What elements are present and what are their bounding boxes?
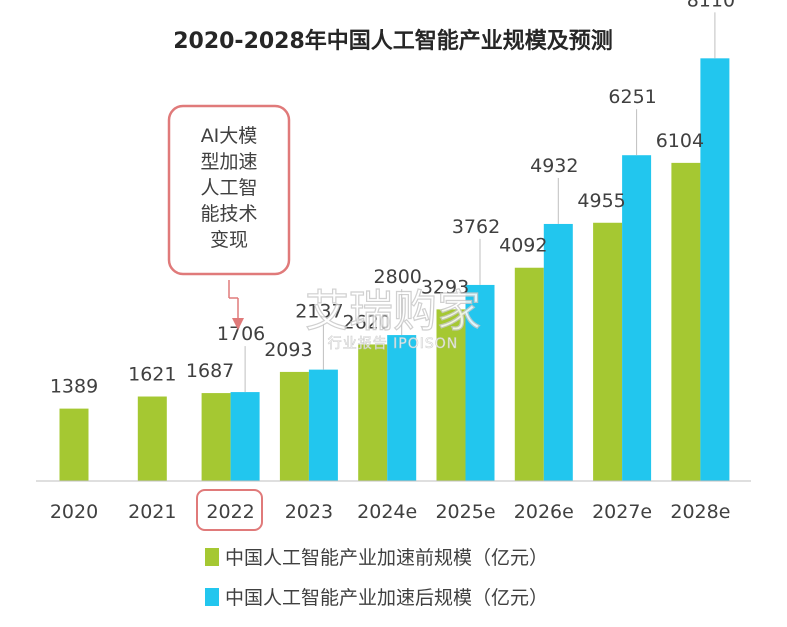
bar-after-2027e: [622, 155, 652, 481]
legend-swatch-1: [205, 548, 219, 566]
annotation-line-5: 变现: [210, 229, 248, 251]
bar-before-2027e: [593, 222, 623, 481]
watermark-main: 艾瑞购家: [305, 286, 481, 337]
bar-before-2026e: [514, 267, 544, 481]
value-label-after-2022: 1706: [217, 323, 265, 345]
bar-after-2024e: [387, 335, 417, 481]
x-tick-2025e: 2025e: [435, 501, 495, 523]
bar-before-2024e: [358, 344, 388, 481]
value-label-after-2026e: 4932: [530, 155, 578, 177]
chart-title: 2020-2028年中国人工智能产业规模及预测: [173, 28, 613, 54]
x-tick-2023: 2023: [285, 501, 333, 523]
legend: 中国人工智能产业加速前规模（亿元） 中国人工智能产业加速后规模（亿元）: [205, 547, 548, 609]
legend-swatch-2: [205, 588, 219, 606]
value-label-before-2021: 1621: [128, 364, 176, 386]
value-label-before-2025e: 3293: [421, 276, 469, 298]
value-label-before-2020: 1389: [50, 376, 98, 398]
value-label-after-2024e: 2800: [374, 266, 422, 288]
bar-before-2028e: [671, 162, 701, 481]
bar-after-2022: [230, 392, 260, 481]
x-tick-2022: 2022: [206, 501, 254, 523]
x-tick-2028e: 2028e: [670, 501, 730, 523]
value-label-before-2023: 2093: [264, 339, 312, 361]
value-label-before-2027e: 4955: [577, 190, 625, 212]
highlight-box-2022: [196, 489, 263, 531]
value-label-after-2028e: 8110: [687, 0, 735, 11]
x-tick-2020: 2020: [50, 501, 98, 523]
x-tick-2024e: 2024e: [357, 501, 417, 523]
annotation-line-2: 型加速: [200, 151, 257, 173]
bar-before-2021: [137, 396, 167, 481]
value-label-before-2026e: 4092: [499, 235, 547, 257]
annotation-line-1: AI大模: [201, 125, 258, 147]
bars-group: [59, 58, 730, 482]
bar-before-2025e: [436, 309, 466, 481]
annotation-arrow-head: [232, 318, 244, 330]
legend-label-2: 中国人工智能产业加速后规模（亿元）: [225, 587, 548, 609]
leader-lines-group: [244, 12, 716, 393]
x-tick-2027e: 2027e: [592, 501, 652, 523]
bar-before-2020: [59, 408, 89, 481]
value-label-before-2022: 1687: [186, 360, 234, 382]
legend-label-1: 中国人工智能产业加速前规模（亿元）: [225, 547, 548, 569]
value-labels-group: 1389 1621 1706 1687 2137 2093 2800 2620 3762 3293…: [50, 0, 735, 398]
bar-after-2028e: [700, 58, 730, 482]
watermark-sub: 行业报告 IPOISON: [328, 336, 459, 352]
bar-before-2022: [201, 393, 231, 481]
value-label-before-2024e: 2620: [343, 311, 391, 333]
x-tick-2026e: 2026e: [514, 501, 574, 523]
bar-before-2023: [279, 371, 309, 481]
bar-after-2026e: [543, 223, 573, 482]
annotation-box: [167, 104, 291, 276]
bar-after-2023: [308, 369, 338, 481]
x-tick-2021: 2021: [128, 501, 176, 523]
x-tick-labels-group: 2020 2021 2022 2023 2024e 2025e 2026e 2027e 2028…: [50, 501, 731, 523]
value-label-after-2027e: 6251: [608, 86, 656, 108]
value-label-after-2025e: 3762: [452, 216, 500, 238]
annotation-line-4: 能技术: [200, 203, 257, 225]
value-label-before-2028e: 6104: [656, 130, 704, 152]
value-label-after-2023: 2137: [295, 301, 343, 323]
annotation-line-3: 人工智: [200, 177, 257, 199]
bar-after-2025e: [465, 284, 495, 481]
watermark: 艾瑞购家 行业报告 IPOISON: [304, 285, 481, 352]
